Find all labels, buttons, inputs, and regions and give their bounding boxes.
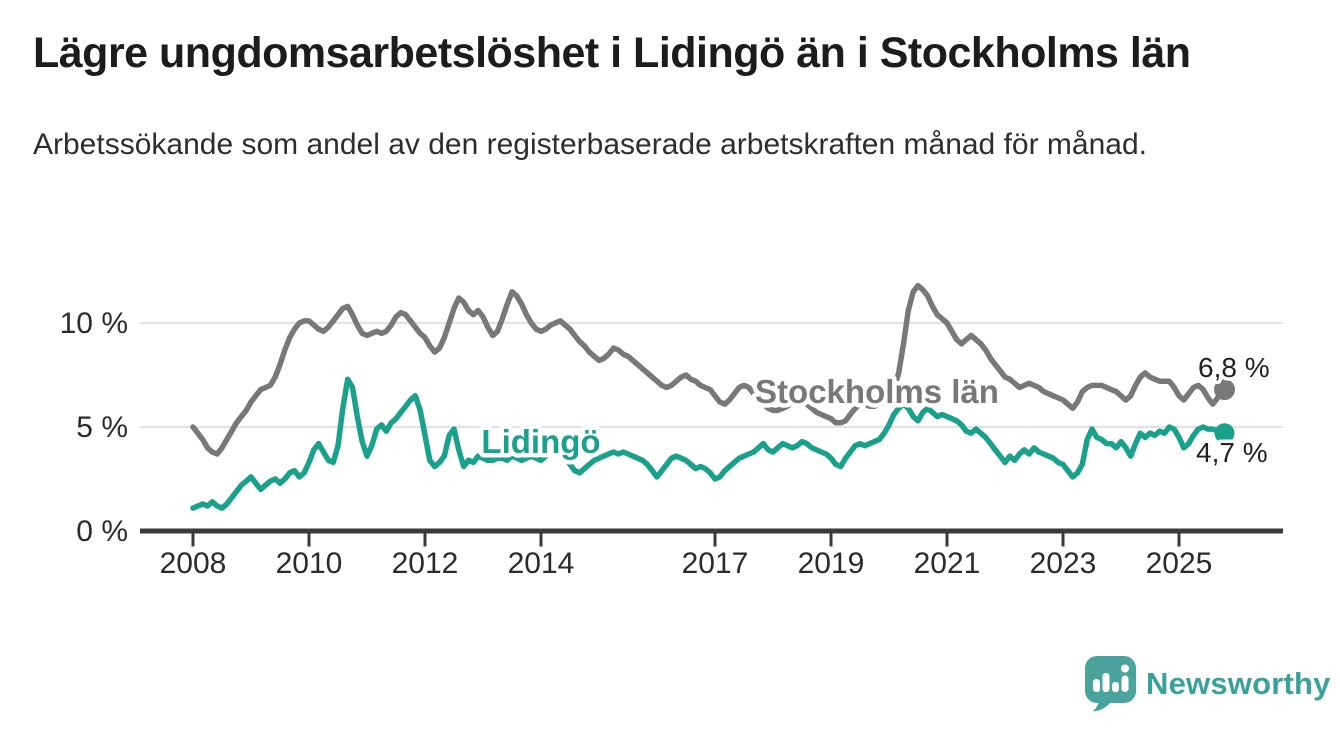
end-dot-stockholms-lan bbox=[1214, 379, 1235, 401]
series-line-stockholms-lan bbox=[190, 282, 1226, 457]
x-axis-label: 2010 bbox=[276, 547, 343, 580]
y-axis-label: 5 % bbox=[76, 411, 128, 444]
y-axis-label: 10 % bbox=[60, 307, 128, 340]
series-label-lidingo: Lidingö bbox=[481, 423, 600, 460]
x-axis-label: 2012 bbox=[392, 547, 459, 580]
chart-subtitle: Arbetssökande som andel av den registerb… bbox=[33, 128, 1147, 161]
end-value-label-lidingo: 4,7 % bbox=[1196, 437, 1268, 468]
x-axis-label: 2019 bbox=[798, 547, 865, 580]
chart-title: Lägre ungdomsarbetslöshet i Lidingö än i… bbox=[33, 29, 1191, 77]
newsworthy-wordmark: Newsworthy bbox=[1146, 666, 1331, 701]
end-dot-lidingo bbox=[1214, 423, 1235, 444]
x-axis-label: 2023 bbox=[1030, 547, 1097, 580]
newsworthy-icon bbox=[1085, 656, 1136, 712]
x-axis-label: 2017 bbox=[682, 547, 749, 580]
series-line-lidingo bbox=[190, 376, 1226, 511]
end-value-label-stockholms-lan: 6,8 % bbox=[1198, 352, 1270, 383]
y-axis-label: 0 % bbox=[76, 515, 128, 548]
x-axis-label: 2008 bbox=[160, 547, 227, 580]
x-axis-label: 2021 bbox=[914, 547, 981, 580]
x-axis-label: 2025 bbox=[1146, 547, 1213, 580]
newsworthy-logo: Newsworthy bbox=[1085, 656, 1331, 712]
x-axis-label: 2014 bbox=[508, 547, 575, 580]
series-label-stockholms-lan: Stockholms län bbox=[755, 373, 999, 410]
